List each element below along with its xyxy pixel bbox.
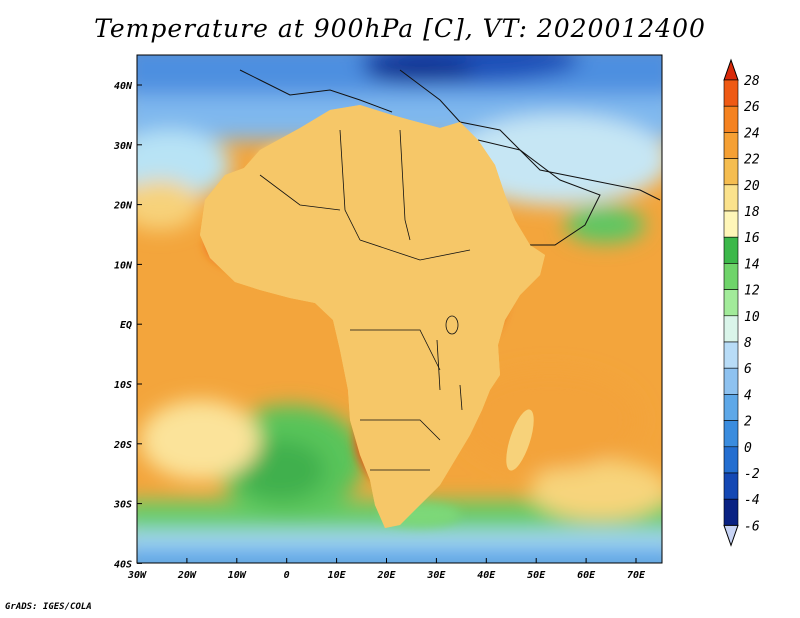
lat-tick-label: 30S [113, 500, 132, 511]
colorbar-segment [723, 394, 739, 421]
colorbar-segment [723, 79, 739, 107]
colorbar-label: -4 [744, 493, 760, 508]
lat-tick-label: 10N [114, 260, 133, 271]
colorbar-label: 10 [744, 310, 760, 325]
colorbar-segment [723, 105, 739, 133]
colorbar-segment [723, 210, 739, 238]
lat-tick-label: 40N [114, 81, 133, 92]
lon-tick-label: 0 [284, 570, 290, 581]
colorbar-segment [723, 446, 739, 474]
lon-tick-label: 70E [627, 570, 646, 581]
colorbar-label: 26 [744, 100, 760, 115]
colorbar-label: 8 [744, 336, 752, 351]
lon-tick-label: 10E [328, 570, 347, 581]
colorbar-segment [723, 341, 739, 369]
colorbar-label: 6 [744, 362, 752, 377]
colorbar-label: 16 [744, 231, 760, 246]
lon-tick-label: 50E [527, 570, 546, 581]
colorbar-label: -2 [744, 467, 760, 482]
axis-ticks: 30W 20W 10W 0 10E 20E 30E 40E 50E 60E 70E 40N 30N 20N… [113, 81, 646, 581]
colorbar-label: 0 [744, 441, 752, 456]
credit-text: GrADS: IGES/COLA [5, 602, 92, 612]
colorbar-bottom-arrow [723, 524, 739, 547]
colorbar-segment [723, 263, 739, 290]
lat-tick-label: 40S [114, 559, 132, 570]
colorbar-segment [723, 367, 739, 395]
map-title: Temperature at 900hPa [C], VT: 202001240… [94, 14, 706, 43]
colorbar-segment [723, 498, 739, 526]
colorbar-label: 22 [744, 153, 760, 168]
colorbar-segment [723, 132, 739, 159]
colorbar-label: 20 [744, 179, 760, 194]
lat-tick-label: 10S [114, 380, 132, 391]
lon-tick-label: 10W [228, 570, 247, 581]
colorbar-segment [723, 420, 739, 448]
lon-tick-label: 20W [177, 570, 197, 581]
colorbar-label: 28 [744, 74, 760, 89]
lon-tick-label: 30E [426, 570, 446, 581]
lat-tick-label: 30N [113, 141, 133, 152]
colorbar-segment [723, 236, 739, 264]
lon-tick-label: 20E [376, 570, 396, 581]
colorbar-segment [723, 472, 739, 500]
lat-tick-label: 20N [113, 201, 133, 212]
lon-tick-label: 30W [127, 570, 147, 581]
colorbar-top-arrow [723, 58, 739, 81]
colorbar-segment [723, 184, 739, 212]
colorbar-label: 14 [744, 257, 760, 272]
colorbar-label: 2 [744, 415, 752, 430]
colorbar-label: 12 [744, 284, 760, 299]
colorbar-label: 18 [744, 205, 760, 220]
lon-tick-label: 60E [577, 570, 596, 581]
colorbar-segment [723, 289, 739, 317]
temperature-field [137, 55, 662, 563]
lat-tick-label: 20S [113, 440, 132, 451]
colorbar-label: -6 [744, 519, 760, 534]
colorbar-label: 4 [744, 388, 752, 403]
colorbar-segment [723, 158, 739, 186]
lat-tick-label: EQ [120, 320, 132, 331]
lon-tick-label: 40E [477, 570, 496, 581]
colorbar-segment [723, 315, 739, 343]
colorbar-label: 24 [744, 126, 760, 141]
